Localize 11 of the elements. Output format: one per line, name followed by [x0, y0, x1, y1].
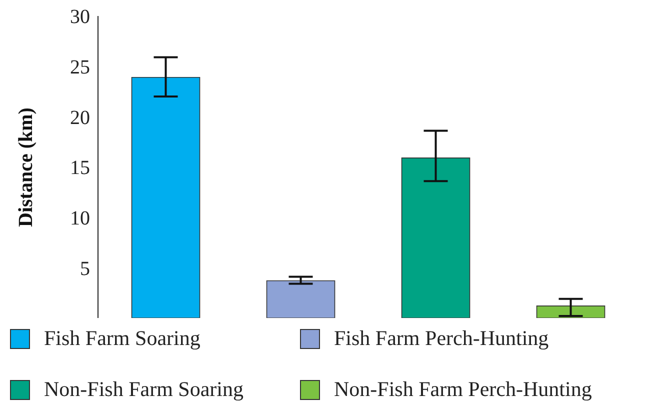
legend-label: Fish Farm Perch-Hunting [334, 326, 549, 351]
legend-label: Fish Farm Soaring [44, 326, 200, 351]
legend-label: Non-Fish Farm Soaring [44, 377, 244, 402]
y-axis-title: Distance (km) [15, 108, 38, 227]
y-tick-label: 15 [70, 157, 90, 180]
y-tick-label: 5 [80, 258, 90, 280]
y-tick-label: 20 [70, 106, 90, 129]
legend-label: Non-Fish Farm Perch-Hunting [334, 377, 592, 402]
y-tick-label: 25 [70, 56, 90, 78]
y-tick-label: 10 [70, 207, 90, 230]
y-tick-label: 30 [70, 6, 90, 28]
